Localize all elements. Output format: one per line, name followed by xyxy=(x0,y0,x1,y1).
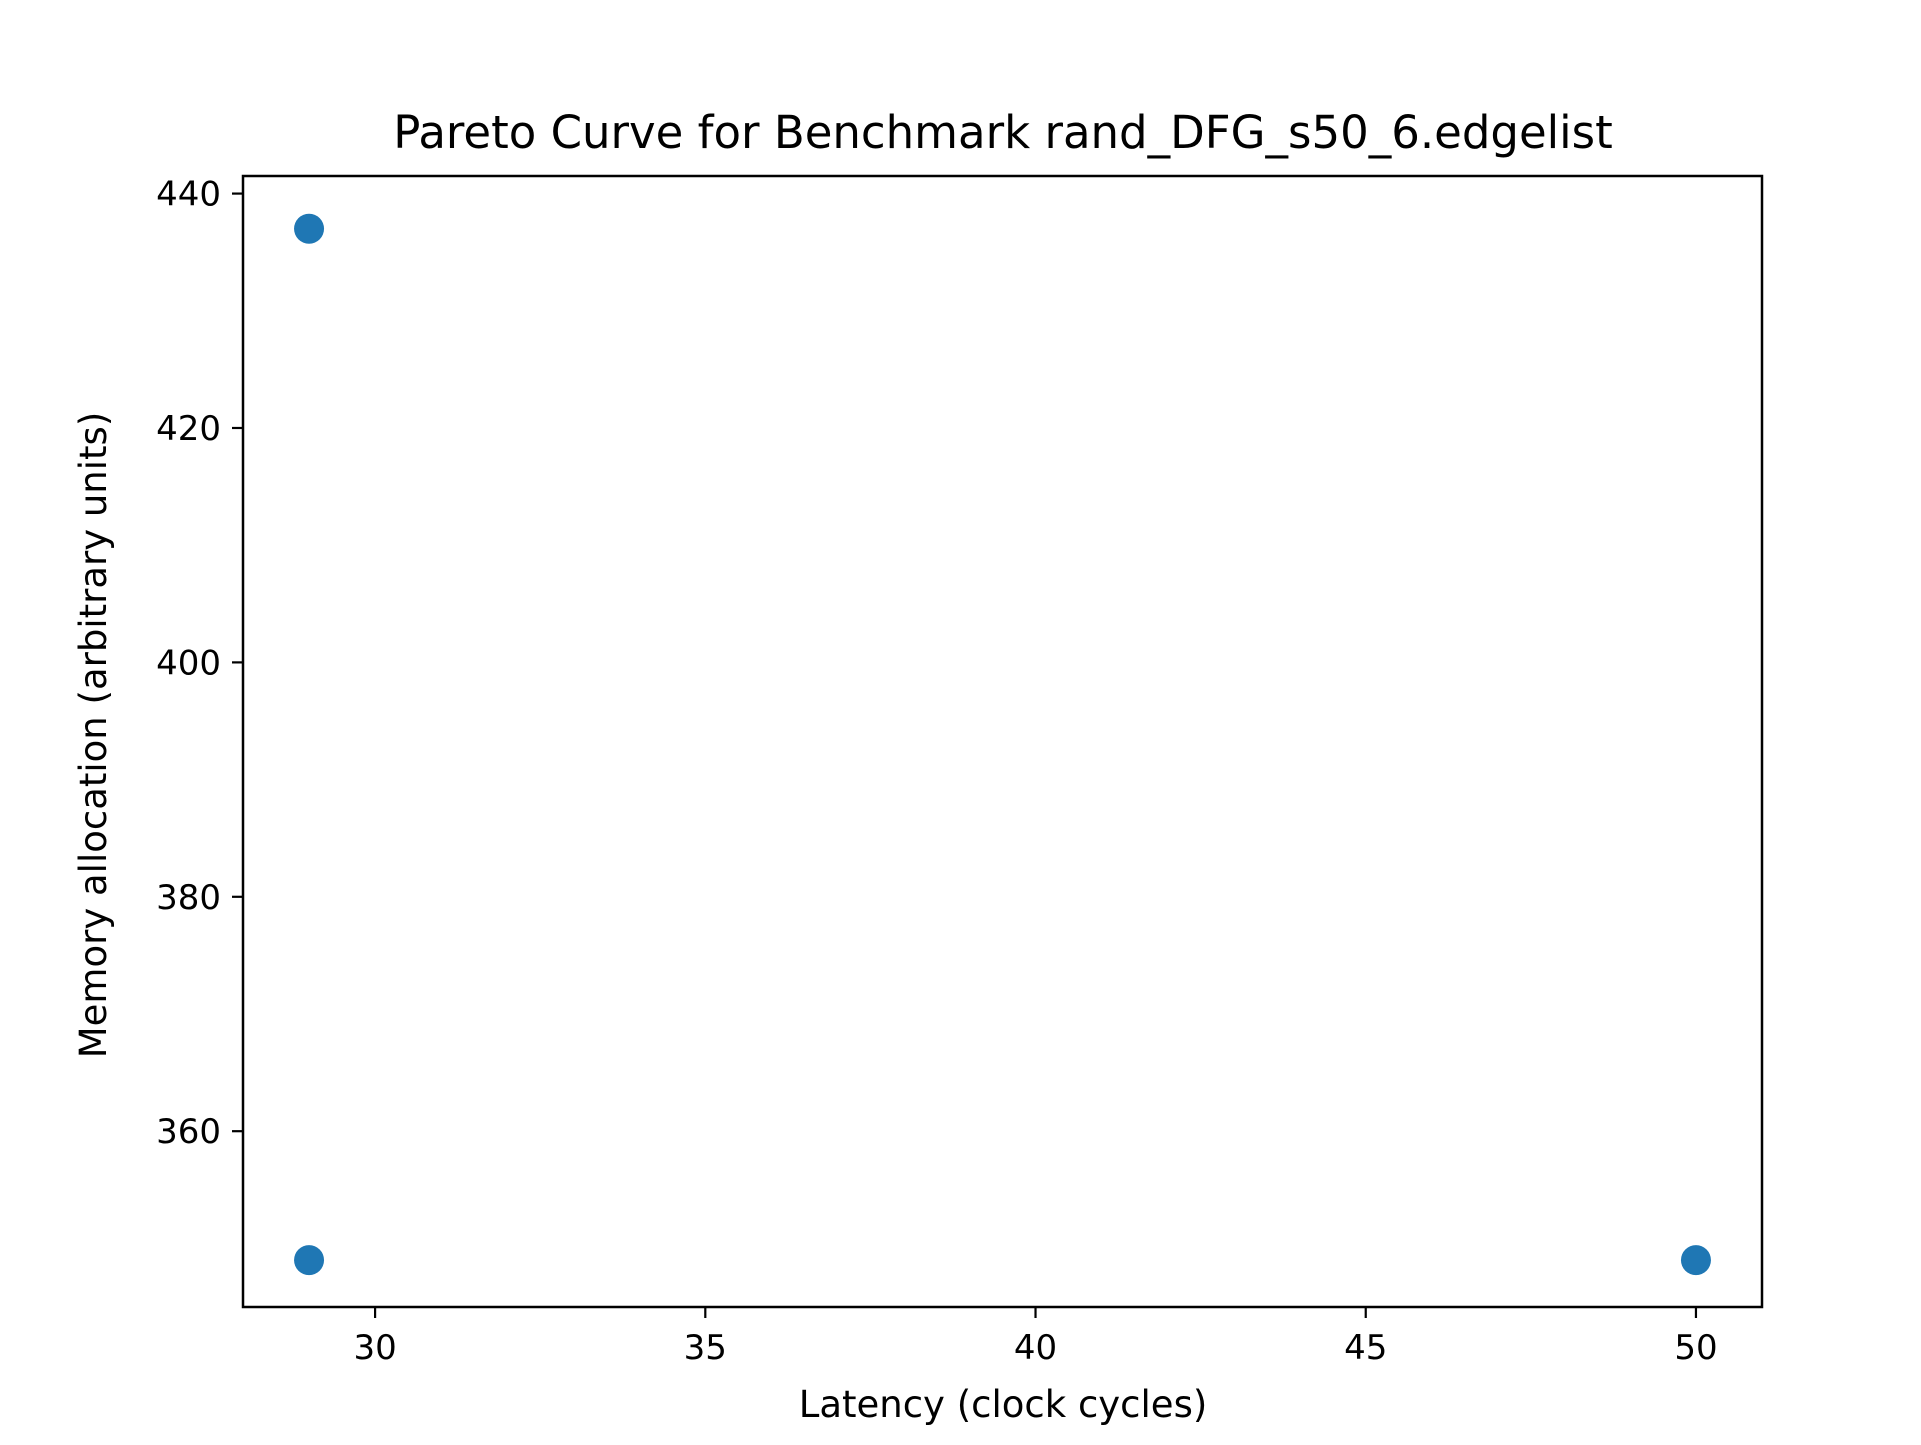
x-tick-label: 30 xyxy=(353,1328,396,1368)
x-tick-label: 45 xyxy=(1344,1328,1387,1368)
plot-area-frame xyxy=(241,174,1764,1309)
y-tick-label: 400 xyxy=(156,643,221,683)
scatter-point xyxy=(294,1245,325,1276)
data-points xyxy=(294,213,1711,1276)
x-axis-ticks: 30 35 40 45 50 xyxy=(353,1307,1718,1368)
x-tick-label: 50 xyxy=(1674,1328,1717,1368)
x-tick-label: 35 xyxy=(684,1328,727,1368)
y-tick-label: 420 xyxy=(156,409,221,449)
y-tick-label: 440 xyxy=(156,175,221,215)
y-tick-label: 380 xyxy=(156,878,221,918)
scatter-point xyxy=(1680,1245,1711,1276)
y-axis-label: Memory allocation (arbitrary units) xyxy=(72,412,115,1059)
scatter-point xyxy=(294,213,325,244)
chart-title: Pareto Curve for Benchmark rand_DFG_s50_… xyxy=(393,106,1613,159)
y-axis-ticks: 360 380 400 420 440 xyxy=(156,175,243,1152)
x-tick-label: 40 xyxy=(1014,1328,1057,1368)
y-tick-label: 360 xyxy=(156,1112,221,1152)
x-axis-label: Latency (clock cycles) xyxy=(799,1383,1208,1426)
